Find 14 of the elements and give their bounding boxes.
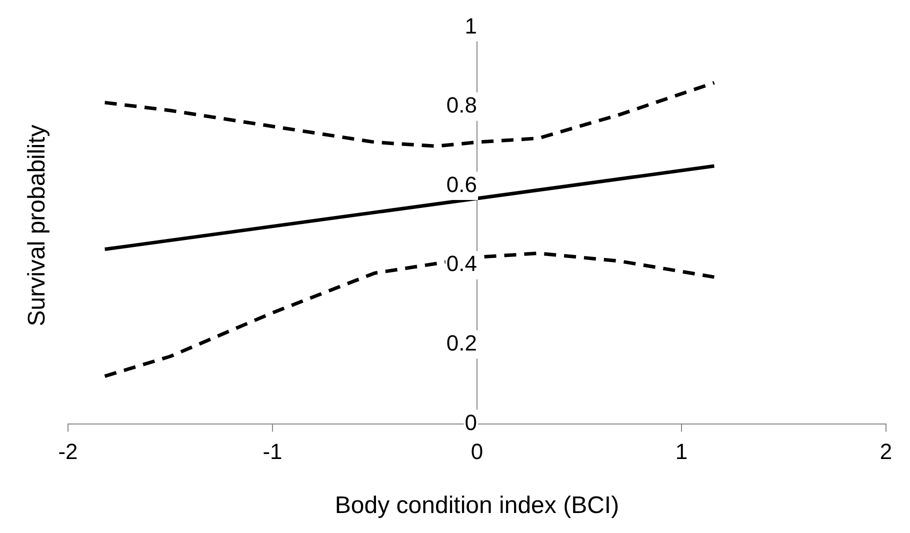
x-axis-title: Body condition index (BCI): [334, 492, 620, 520]
y-tick-label: 0: [464, 410, 477, 435]
x-tick-label: -2: [58, 439, 78, 464]
y-tick-label: 0.8: [446, 92, 477, 118]
y-tick-label: 1: [464, 13, 477, 38]
line-series: [103, 252, 716, 378]
y-tick-label: 0.4: [446, 251, 477, 276]
x-tick-label: 1: [675, 439, 688, 464]
line-series: [103, 80, 716, 148]
x-tick-label: -1: [262, 439, 282, 464]
y-tick-label: 0.2: [446, 330, 477, 356]
y-tick-label: 0.6: [446, 172, 477, 197]
x-tick-label: 2: [880, 439, 892, 464]
y-axis-title: Survival probability: [24, 124, 51, 326]
